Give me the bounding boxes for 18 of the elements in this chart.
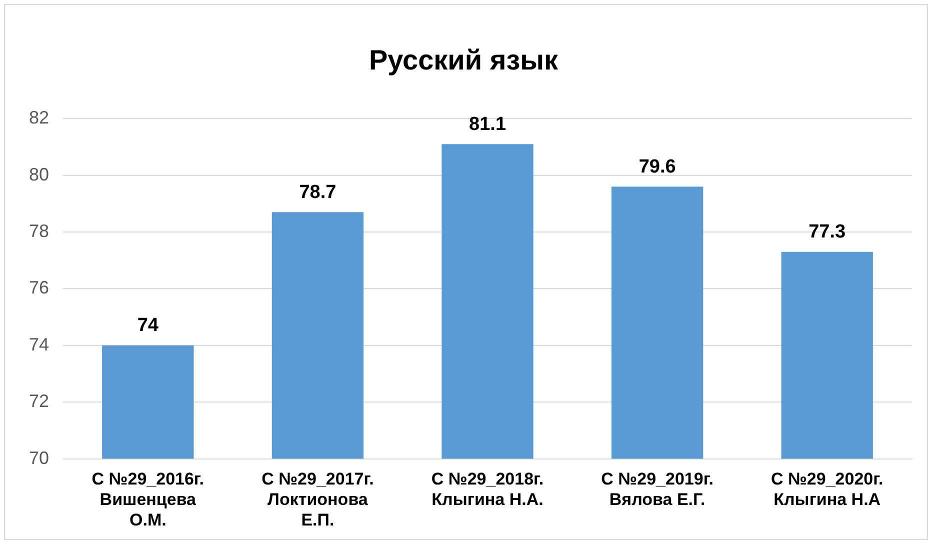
data-label: 79.6 [638, 156, 676, 178]
data-label: 77.3 [808, 222, 846, 243]
x-tick-label: С №29_2017г. Локтионова Е.П. [262, 470, 374, 530]
data-label: 74 [137, 315, 159, 336]
y-tick-label: 74 [28, 334, 50, 354]
x-tick-label: С №29_2016г. Вишенцева О.М. [92, 470, 204, 530]
y-tick-label: 76 [28, 278, 50, 298]
x-tick-label: С №29_2019г. Вялова Е.Г. [601, 470, 714, 510]
data-label: 81.1 [469, 114, 506, 135]
y-tick-label: 70 [28, 448, 50, 468]
x-tick-label: С №29_2018г. Клыгина Н.А. [431, 470, 544, 510]
y-tick-label: 82 [28, 108, 50, 128]
y-tick-label: 72 [28, 391, 50, 412]
data-label: 78.7 [299, 182, 336, 203]
y-tick-label: 80 [28, 164, 50, 184]
y-tick-label: 78 [28, 220, 50, 241]
chart-title: Русский язык [368, 44, 560, 76]
x-tick-label: С №29_2020г. Клыгина Н.А [770, 470, 884, 510]
